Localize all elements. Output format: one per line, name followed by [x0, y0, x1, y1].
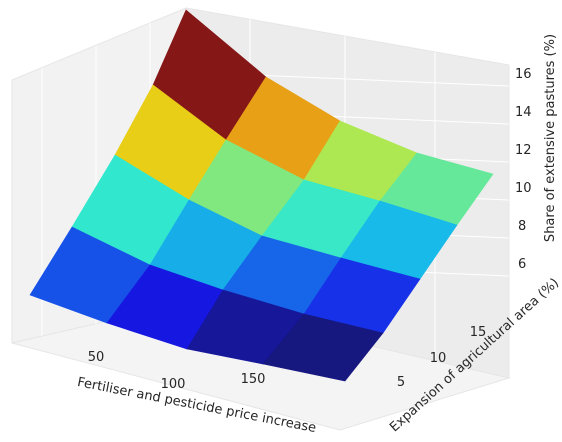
z-tick-label: 14: [515, 105, 532, 120]
x-tick-label: 100: [161, 377, 186, 392]
x-tick-label: 50: [88, 350, 105, 365]
y-tick-label: 10: [430, 351, 447, 366]
y-tick-label: 15: [470, 325, 487, 340]
z-axis: 6 8 10 12 14 16 Share of extensive pastu…: [515, 34, 558, 272]
y-tick-label: 5: [397, 375, 405, 390]
surface: [29, 9, 494, 382]
surface-cell: [262, 313, 384, 382]
x-tick-label: 150: [241, 372, 266, 387]
z-axis-label: Share of extensive pastures (%): [543, 34, 558, 242]
z-tick-label: 6: [518, 257, 526, 272]
z-tick-label: 12: [515, 143, 532, 158]
z-tick-label: 8: [518, 219, 526, 234]
z-tick-label: 10: [515, 181, 532, 196]
z-tick-label: 16: [515, 67, 532, 82]
